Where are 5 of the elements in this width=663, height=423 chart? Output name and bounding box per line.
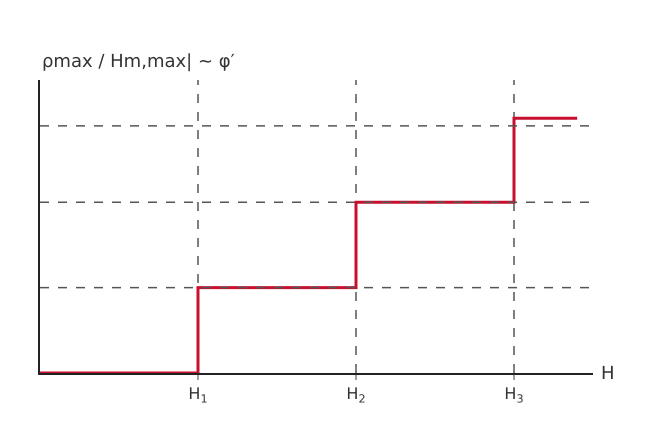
y-axis-title: ρmax / Hm,max| ~ φ′ bbox=[42, 51, 235, 72]
x-axis-title: H bbox=[601, 363, 615, 384]
x-tick-label: H$_{3}$ bbox=[504, 384, 524, 406]
x-tick-label: H$_{2}$ bbox=[346, 384, 366, 406]
x-tick-label: H$_{1}$ bbox=[188, 384, 208, 406]
